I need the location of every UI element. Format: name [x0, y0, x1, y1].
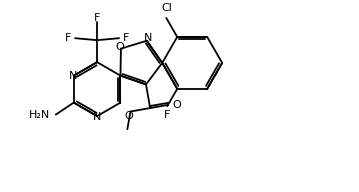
- Text: F: F: [65, 33, 71, 43]
- Text: F: F: [94, 13, 100, 23]
- Text: N: N: [93, 112, 101, 122]
- Text: Cl: Cl: [162, 3, 173, 13]
- Text: F: F: [123, 33, 130, 43]
- Text: O: O: [173, 100, 182, 110]
- Text: N: N: [69, 71, 77, 81]
- Text: N: N: [144, 33, 152, 43]
- Text: O: O: [116, 42, 124, 52]
- Text: H₂N: H₂N: [28, 110, 50, 120]
- Text: F: F: [164, 110, 171, 120]
- Text: O: O: [124, 111, 133, 121]
